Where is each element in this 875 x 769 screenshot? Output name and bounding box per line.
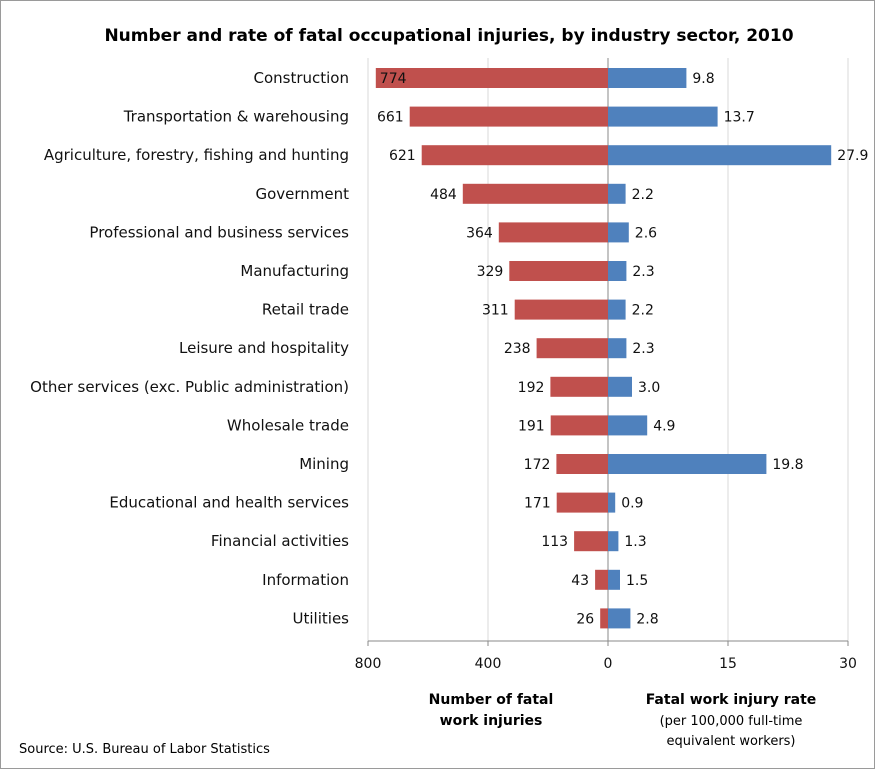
rate-data-label: 3.0 [638, 380, 660, 396]
source-note: Source: U.S. Bureau of Labor Statistics [19, 742, 270, 757]
count-data-label: 43 [571, 573, 589, 589]
category-label: Educational and health services [109, 494, 349, 512]
count-data-label: 364 [466, 225, 493, 241]
count-bar [550, 415, 608, 436]
count-bar [536, 338, 608, 359]
rate-bar [608, 531, 619, 552]
bars [375, 68, 832, 629]
rate-data-label: 0.9 [621, 496, 643, 512]
category-label: Wholesale trade [227, 416, 349, 434]
rate-bar [608, 569, 620, 590]
count-bar [409, 106, 608, 127]
category-label: Other services (exc. Public administrati… [30, 378, 349, 396]
count-data-label: 329 [477, 264, 504, 280]
left-axis-title-line1: Number of fatal [429, 692, 554, 708]
count-bar [509, 261, 608, 281]
category-label: Transportation & warehousing [123, 108, 349, 126]
count-data-label: 192 [518, 380, 545, 396]
category-label: Utilities [293, 609, 350, 627]
count-data-label: 661 [377, 110, 404, 126]
rate-bar [608, 106, 718, 127]
rate-bar [608, 222, 629, 243]
rate-bar [608, 68, 687, 88]
rate-data-label: 2.8 [636, 611, 658, 627]
rate-data-label: 2.2 [632, 187, 654, 203]
count-data-label: 26 [576, 611, 594, 627]
category-label: Professional and business services [89, 223, 349, 241]
rate-bar [608, 376, 632, 397]
left-axis-tick-label: 0 [604, 656, 613, 672]
rate-bar [608, 338, 627, 359]
rate-data-label: 27.9 [837, 148, 868, 164]
category-label: Agriculture, forestry, fishing and hunti… [44, 146, 349, 164]
count-bar [375, 68, 608, 88]
count-data-label: 171 [524, 496, 551, 512]
count-bar [600, 608, 608, 629]
count-data-label: 191 [518, 418, 545, 434]
count-data-label: 172 [524, 457, 551, 473]
count-bar [595, 569, 608, 590]
count-bar [421, 145, 608, 166]
category-label: Manufacturing [240, 262, 349, 280]
rate-bar [608, 261, 627, 281]
right-axis-tick-label: 15 [719, 656, 737, 672]
category-label: Retail trade [262, 301, 349, 319]
category-label: Government [255, 185, 349, 203]
left-axis-tick-label: 400 [475, 656, 502, 672]
count-data-label: 774 [380, 71, 407, 87]
rate-data-label: 2.3 [632, 341, 654, 357]
count-data-label: 621 [389, 148, 416, 164]
count-bar [550, 376, 608, 397]
category-label: Mining [299, 455, 349, 473]
count-data-label: 484 [430, 187, 457, 203]
rate-data-label: 2.6 [635, 225, 657, 241]
count-bar [462, 183, 608, 204]
count-data-label: 238 [504, 341, 531, 357]
left-axis-title-line2: work injuries [440, 713, 543, 729]
rate-bar [608, 608, 631, 629]
count-bar [574, 531, 608, 552]
labels: 800 400 0 15 30 Construction 774 9.8 Transportat… [30, 69, 868, 672]
rate-bar [608, 415, 648, 436]
rate-bar [608, 299, 626, 320]
right-axis-tick-label: 30 [839, 656, 857, 672]
count-bar [514, 299, 608, 320]
rate-bar [608, 492, 616, 513]
count-data-label: 113 [541, 534, 568, 550]
rate-data-label: 4.9 [653, 418, 675, 434]
rate-data-label: 1.5 [626, 573, 648, 589]
rate-data-label: 2.3 [632, 264, 654, 280]
rate-data-label: 9.8 [692, 71, 714, 87]
count-bar [556, 454, 608, 474]
right-axis-title: Fatal work injury rate [646, 692, 817, 708]
category-label: Financial activities [211, 532, 349, 550]
chart-title: Number and rate of fatal occupational in… [104, 26, 793, 46]
rate-data-label: 1.3 [624, 534, 646, 550]
rate-data-label: 2.2 [632, 303, 654, 319]
right-axis-subtitle-line2: equivalent workers) [666, 734, 795, 749]
category-label: Leisure and hospitality [179, 339, 349, 357]
count-bar [556, 492, 608, 513]
rate-bar [608, 145, 832, 166]
rate-bar [608, 183, 626, 204]
rate-bar [608, 454, 767, 474]
count-data-label: 311 [482, 303, 509, 319]
category-label: Construction [253, 69, 349, 87]
rate-data-label: 13.7 [724, 110, 755, 126]
category-label: Information [262, 571, 349, 589]
count-bar [498, 222, 608, 243]
right-axis-subtitle-line1: (per 100,000 full-time [660, 714, 803, 729]
rate-data-label: 19.8 [772, 457, 803, 473]
left-axis-tick-label: 800 [355, 656, 382, 672]
